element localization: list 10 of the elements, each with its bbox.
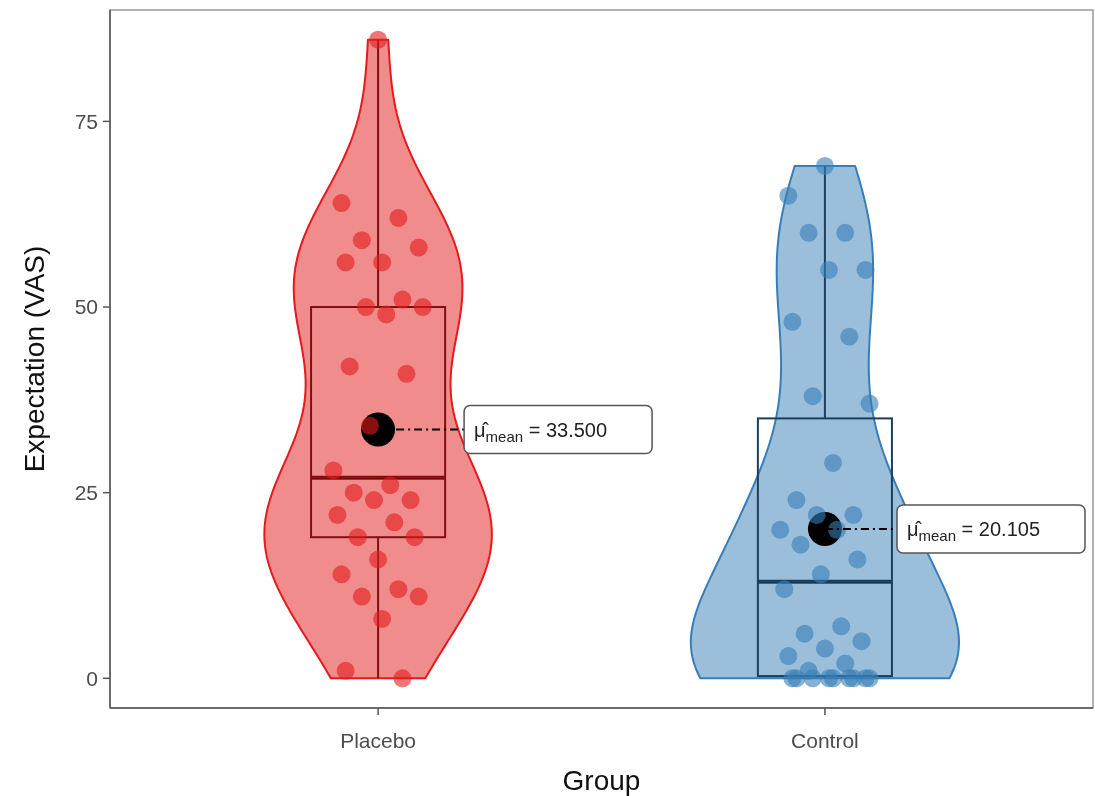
x-axis-title: Group: [562, 765, 641, 796]
annotation: μ̂$_{mean}$ = 33.500: [474, 418, 608, 445]
y-tick-label: 75: [74, 109, 98, 133]
x-tick-label: Placebo: [340, 729, 417, 752]
y-axis-title: Expectation (VAS): [19, 245, 50, 473]
annotation: μ̂$_{mean}$ = 20.105: [907, 518, 1041, 544]
x-tick-label: Control: [791, 729, 859, 752]
y-tick-label: 50: [74, 295, 98, 319]
y-tick-label: 25: [74, 481, 98, 505]
y-tick-label: 0: [86, 666, 98, 690]
